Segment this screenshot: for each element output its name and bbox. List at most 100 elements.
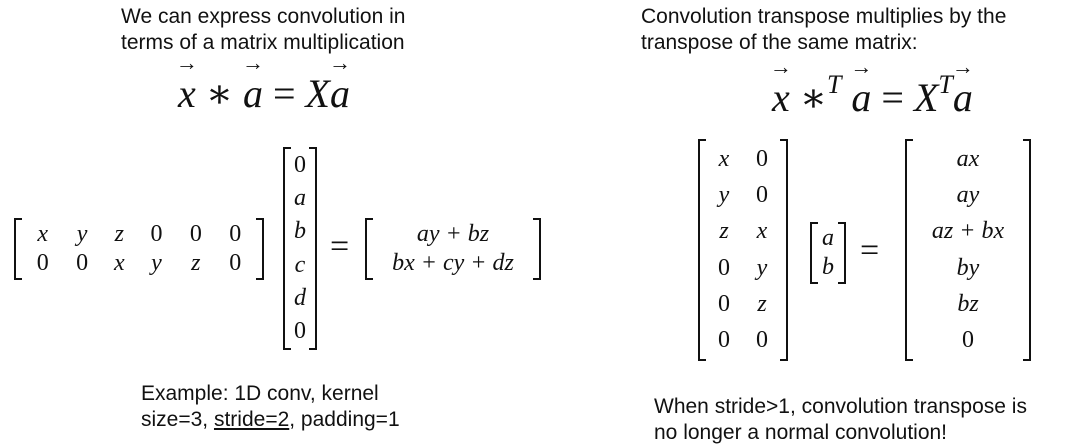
example-padding: , padding=1 — [289, 408, 400, 431]
left-result-row: ay + bz — [369, 220, 537, 249]
vector-a-row: a — [285, 182, 315, 215]
conv-operator: ∗ — [205, 71, 233, 116]
right-result-cell: bz — [957, 290, 979, 317]
matrix-X-cell: x — [37, 221, 49, 247]
note-line1: When stride>1, convolution transpose is — [654, 395, 1027, 418]
left-result-row: bx + cy + dz — [369, 249, 537, 278]
right-result-row: az + bx — [910, 214, 1026, 250]
matrix-XT-cell: 0 — [756, 181, 768, 208]
matrix-X-cell: 0 — [189, 221, 202, 247]
matrix-XT-cell: x — [756, 218, 768, 245]
example-line2: size=3, stride=2, padding=1 — [141, 407, 400, 433]
right-equation: x ∗T a = XTa — [772, 70, 973, 121]
right-result-row: bz — [910, 286, 1026, 322]
matrix-X-cell: 0 — [150, 221, 163, 247]
matrix-X-cell: y — [76, 221, 88, 247]
bracket-left — [365, 218, 373, 280]
matrix-X-cell: 0 — [229, 221, 242, 247]
bracket-right — [309, 147, 317, 350]
matrix-XT-cell: 0 — [756, 327, 768, 354]
right-result-row: ax — [910, 141, 1026, 177]
transpose-superscript-2: T — [938, 70, 953, 99]
right-result-row: by — [910, 250, 1026, 286]
bracket-left — [283, 147, 291, 350]
matrix-X-cell: z — [191, 250, 201, 276]
matrix-XT-cell: 0 — [718, 254, 730, 281]
matrix-X-cell: y — [151, 250, 162, 276]
matrix-XT-cell: 0 — [756, 145, 768, 172]
right-caption-line1: Convolution transpose multiplies by the — [641, 5, 1007, 28]
bracket-left — [905, 139, 913, 361]
vector-a-cell: c — [294, 251, 306, 278]
note-line2: no longer a normal convolution! — [654, 421, 948, 444]
left-equation: x ∗ a = Xa — [178, 70, 350, 117]
matrix-X-cell: 0 — [36, 250, 49, 276]
vector-x: x — [178, 70, 196, 117]
left-result-cell: bx + cy + dz — [392, 250, 514, 276]
conv-operator: ∗ — [799, 75, 827, 120]
bracket-left — [810, 222, 818, 284]
right-equals: = — [860, 232, 880, 269]
left-caption-line1: We can express convolution in — [121, 5, 406, 28]
right-result-cell: 0 — [962, 327, 974, 354]
bracket-right — [533, 218, 541, 280]
vector-a-row: c — [285, 248, 315, 281]
vector-a-cell: 0 — [294, 317, 306, 344]
vector-a: a — [243, 70, 263, 117]
vector-a2-row: b — [813, 253, 843, 282]
bracket-left — [698, 139, 706, 361]
matrix-XT-cell: 0 — [718, 290, 730, 317]
matrix-XT-cell: y — [756, 254, 768, 281]
vector-a2-row: a — [813, 224, 843, 253]
vector-a-cell: a — [294, 185, 306, 212]
vector-a-cell: 0 — [294, 152, 306, 179]
right-result-cell: ay — [956, 181, 980, 208]
equals-sign: = — [272, 71, 296, 116]
right-result-cell: az + bx — [931, 218, 1005, 245]
vector-a-row: b — [285, 215, 315, 248]
matrix-X-cell: 0 — [229, 250, 242, 276]
vector-x: x — [772, 74, 790, 121]
left-equals: = — [330, 228, 350, 265]
bracket-right — [1023, 139, 1031, 361]
example-line1: Example: 1D conv, kernel — [141, 382, 379, 405]
bracket-right — [838, 222, 846, 284]
right-caption-line2: transpose of the same matrix: — [641, 31, 918, 54]
matrix-XT-cell: y — [718, 181, 730, 208]
bracket-right — [256, 218, 264, 280]
vector-a-cell: b — [294, 218, 306, 245]
vector-a-row: 0 — [285, 315, 315, 348]
matrix-XT-cell: z — [757, 290, 767, 317]
vector-a-2: a — [953, 74, 973, 121]
right-result-row: 0 — [910, 323, 1026, 359]
matrix-X: X — [305, 71, 330, 116]
right-result-row: ay — [910, 177, 1026, 213]
right-result-vector: ax ay az + bx by bz 0 — [905, 139, 1031, 361]
matrix-X: X — [913, 75, 939, 120]
left-caption-line2: terms of a matrix multiplication — [121, 31, 405, 54]
vector-a: a — [851, 74, 871, 121]
equals-sign: = — [881, 75, 904, 120]
vector-a-row: d — [285, 282, 315, 315]
matrix-XT-cell: z — [719, 218, 729, 245]
right-result-cell: by — [956, 254, 980, 281]
example-size: size=3, — [141, 408, 214, 431]
matrix-X-cell: 0 — [76, 250, 89, 276]
vector-a-2: a — [330, 70, 350, 117]
example-stride: stride=2 — [213, 408, 290, 431]
left-result-cell: ay + bz — [416, 221, 490, 247]
right-result-cell: ax — [956, 145, 980, 172]
vector-a-row: 0 — [285, 149, 315, 182]
vector-a-cell: d — [294, 284, 306, 311]
matrix-X-cell: z — [114, 221, 124, 247]
